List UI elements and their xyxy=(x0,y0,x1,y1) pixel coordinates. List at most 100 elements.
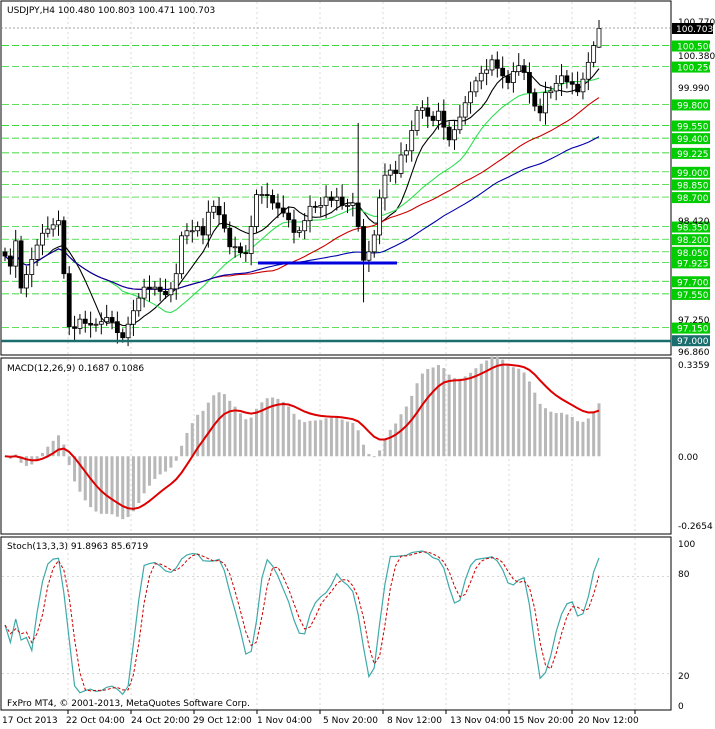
level-badge-13 xyxy=(672,276,710,288)
macd-bar-111 xyxy=(597,403,601,457)
stochastic-panel-frame xyxy=(0,536,672,711)
candle-body-100 xyxy=(537,105,543,114)
stochastic-grid xyxy=(2,538,670,709)
axis-tick-1: 100.380 xyxy=(678,52,715,62)
macd-bar-92 xyxy=(495,356,499,457)
candle-body-102 xyxy=(548,90,554,94)
candle-body-34 xyxy=(184,230,190,237)
candle-body-2 xyxy=(13,240,19,267)
candle-body-101 xyxy=(543,92,548,114)
axis-tick-2: 99.990 xyxy=(678,84,710,94)
candle-body-73 xyxy=(393,169,399,174)
macd-bar-64 xyxy=(345,421,349,457)
candle-body-74 xyxy=(398,154,404,174)
axis-tick-5: 96.860 xyxy=(678,348,710,358)
candle-body-38 xyxy=(205,211,211,236)
candle-body-21 xyxy=(114,321,120,334)
candle-body-62 xyxy=(334,196,340,201)
x-tick-label-3: 29 Oct 12:00 xyxy=(193,716,252,726)
candle-body-93 xyxy=(500,67,506,77)
macd-bar-11 xyxy=(62,444,66,457)
macd-bar-60 xyxy=(324,418,328,457)
macd-bar-87 xyxy=(469,372,473,457)
macd-bar-9 xyxy=(51,440,55,457)
x-tick-label-4: 1 Nov 04:00 xyxy=(257,716,312,726)
level-badge-0 xyxy=(672,40,710,52)
macd-bar-23 xyxy=(126,456,130,518)
macd-tick-bottom: -0.2654 xyxy=(678,522,713,532)
macd-bar-19 xyxy=(105,456,109,514)
candle-body-6 xyxy=(34,244,40,260)
candle-body-59 xyxy=(318,205,324,208)
price-axis: 100.500 100.250 99.800 99.550 99.400 99.225 99… xyxy=(672,18,715,358)
candle-body-95 xyxy=(510,71,516,83)
candle-body-50 xyxy=(270,194,275,204)
level-label-0: 100.500 xyxy=(677,43,714,53)
macd-bar-12 xyxy=(67,456,71,466)
x-tick-label-6: 8 Nov 12:00 xyxy=(387,716,442,726)
candle-body-79 xyxy=(425,107,431,117)
macd-bar-53 xyxy=(287,406,291,457)
level-label-13: 97.700 xyxy=(677,278,709,288)
macd-bar-36 xyxy=(196,414,200,457)
candle-body-99 xyxy=(532,92,538,107)
candle-body-109 xyxy=(585,61,591,80)
macd-bar-46 xyxy=(249,417,253,457)
candle-body-36 xyxy=(195,226,201,232)
candle-body-45 xyxy=(243,252,249,255)
x-tick-label-5: 5 Nov 20:00 xyxy=(323,716,378,726)
candle-body-111 xyxy=(596,28,602,48)
level-label-7: 98.850 xyxy=(677,181,709,191)
candle-body-16 xyxy=(88,322,94,326)
macd-bar-63 xyxy=(340,419,344,457)
macd-bar-73 xyxy=(394,423,398,457)
candle-body-51 xyxy=(275,202,281,209)
macd-bar-72 xyxy=(388,429,392,457)
candle-body-23 xyxy=(125,323,131,339)
candle-body-25 xyxy=(136,297,142,312)
macd-bar-15 xyxy=(83,456,87,501)
candle-body-40 xyxy=(216,205,222,216)
candle-body-37 xyxy=(200,226,206,236)
candle-body-90 xyxy=(484,69,490,74)
macd-bar-55 xyxy=(297,419,301,457)
macd-bar-104 xyxy=(560,412,564,457)
candle-body-55 xyxy=(296,230,302,233)
macd-bar-29 xyxy=(158,456,162,475)
macd-bar-47 xyxy=(255,408,259,457)
level-badge-1 xyxy=(672,61,710,73)
candle-body-27 xyxy=(147,286,152,290)
level-badge-16 xyxy=(672,335,710,347)
x-tick-label-8: 15 Nov 20:00 xyxy=(513,716,574,726)
candle-body-33 xyxy=(179,235,184,275)
candle-body-66 xyxy=(355,202,361,227)
stochastic-panel: Stoch(13,3,3) 91.8963 85.6719 100 80 20 … xyxy=(0,536,695,712)
ma-fast-line xyxy=(4,68,600,327)
macd-signal-path xyxy=(4,363,600,510)
price-panel: USDJPY,H4 100.480 100.803 100.471 100.70… xyxy=(0,0,672,356)
macd-bar-26 xyxy=(142,456,146,494)
macd-bar-42 xyxy=(228,400,232,457)
candle-body-39 xyxy=(211,205,217,213)
macd-bar-71 xyxy=(383,439,387,457)
candle-body-91 xyxy=(489,59,495,71)
candle-body-54 xyxy=(291,219,297,233)
macd-bar-18 xyxy=(99,456,103,514)
level-label-16: 97.000 xyxy=(677,337,709,347)
candle-body-107 xyxy=(575,83,580,93)
macd-bar-52 xyxy=(281,401,285,457)
macd-bar-61 xyxy=(329,418,333,457)
x-tick-label-1: 22 Oct 04:00 xyxy=(66,716,125,726)
macd-bar-48 xyxy=(260,402,264,457)
macd-bar-7 xyxy=(40,452,44,457)
copyright-text: FxPro MT4, © 2001-2013, MetaQuotes Softw… xyxy=(7,699,250,709)
candle-body-18 xyxy=(98,321,104,325)
candle-body-82 xyxy=(441,110,447,128)
level-badge-15 xyxy=(672,322,710,334)
macd-bar-38 xyxy=(206,402,210,457)
macd-tick-top: 0.3359 xyxy=(678,361,710,371)
candle-body-67 xyxy=(361,226,366,261)
stoch-signal-line xyxy=(4,551,600,692)
candle-body-49 xyxy=(264,194,270,196)
